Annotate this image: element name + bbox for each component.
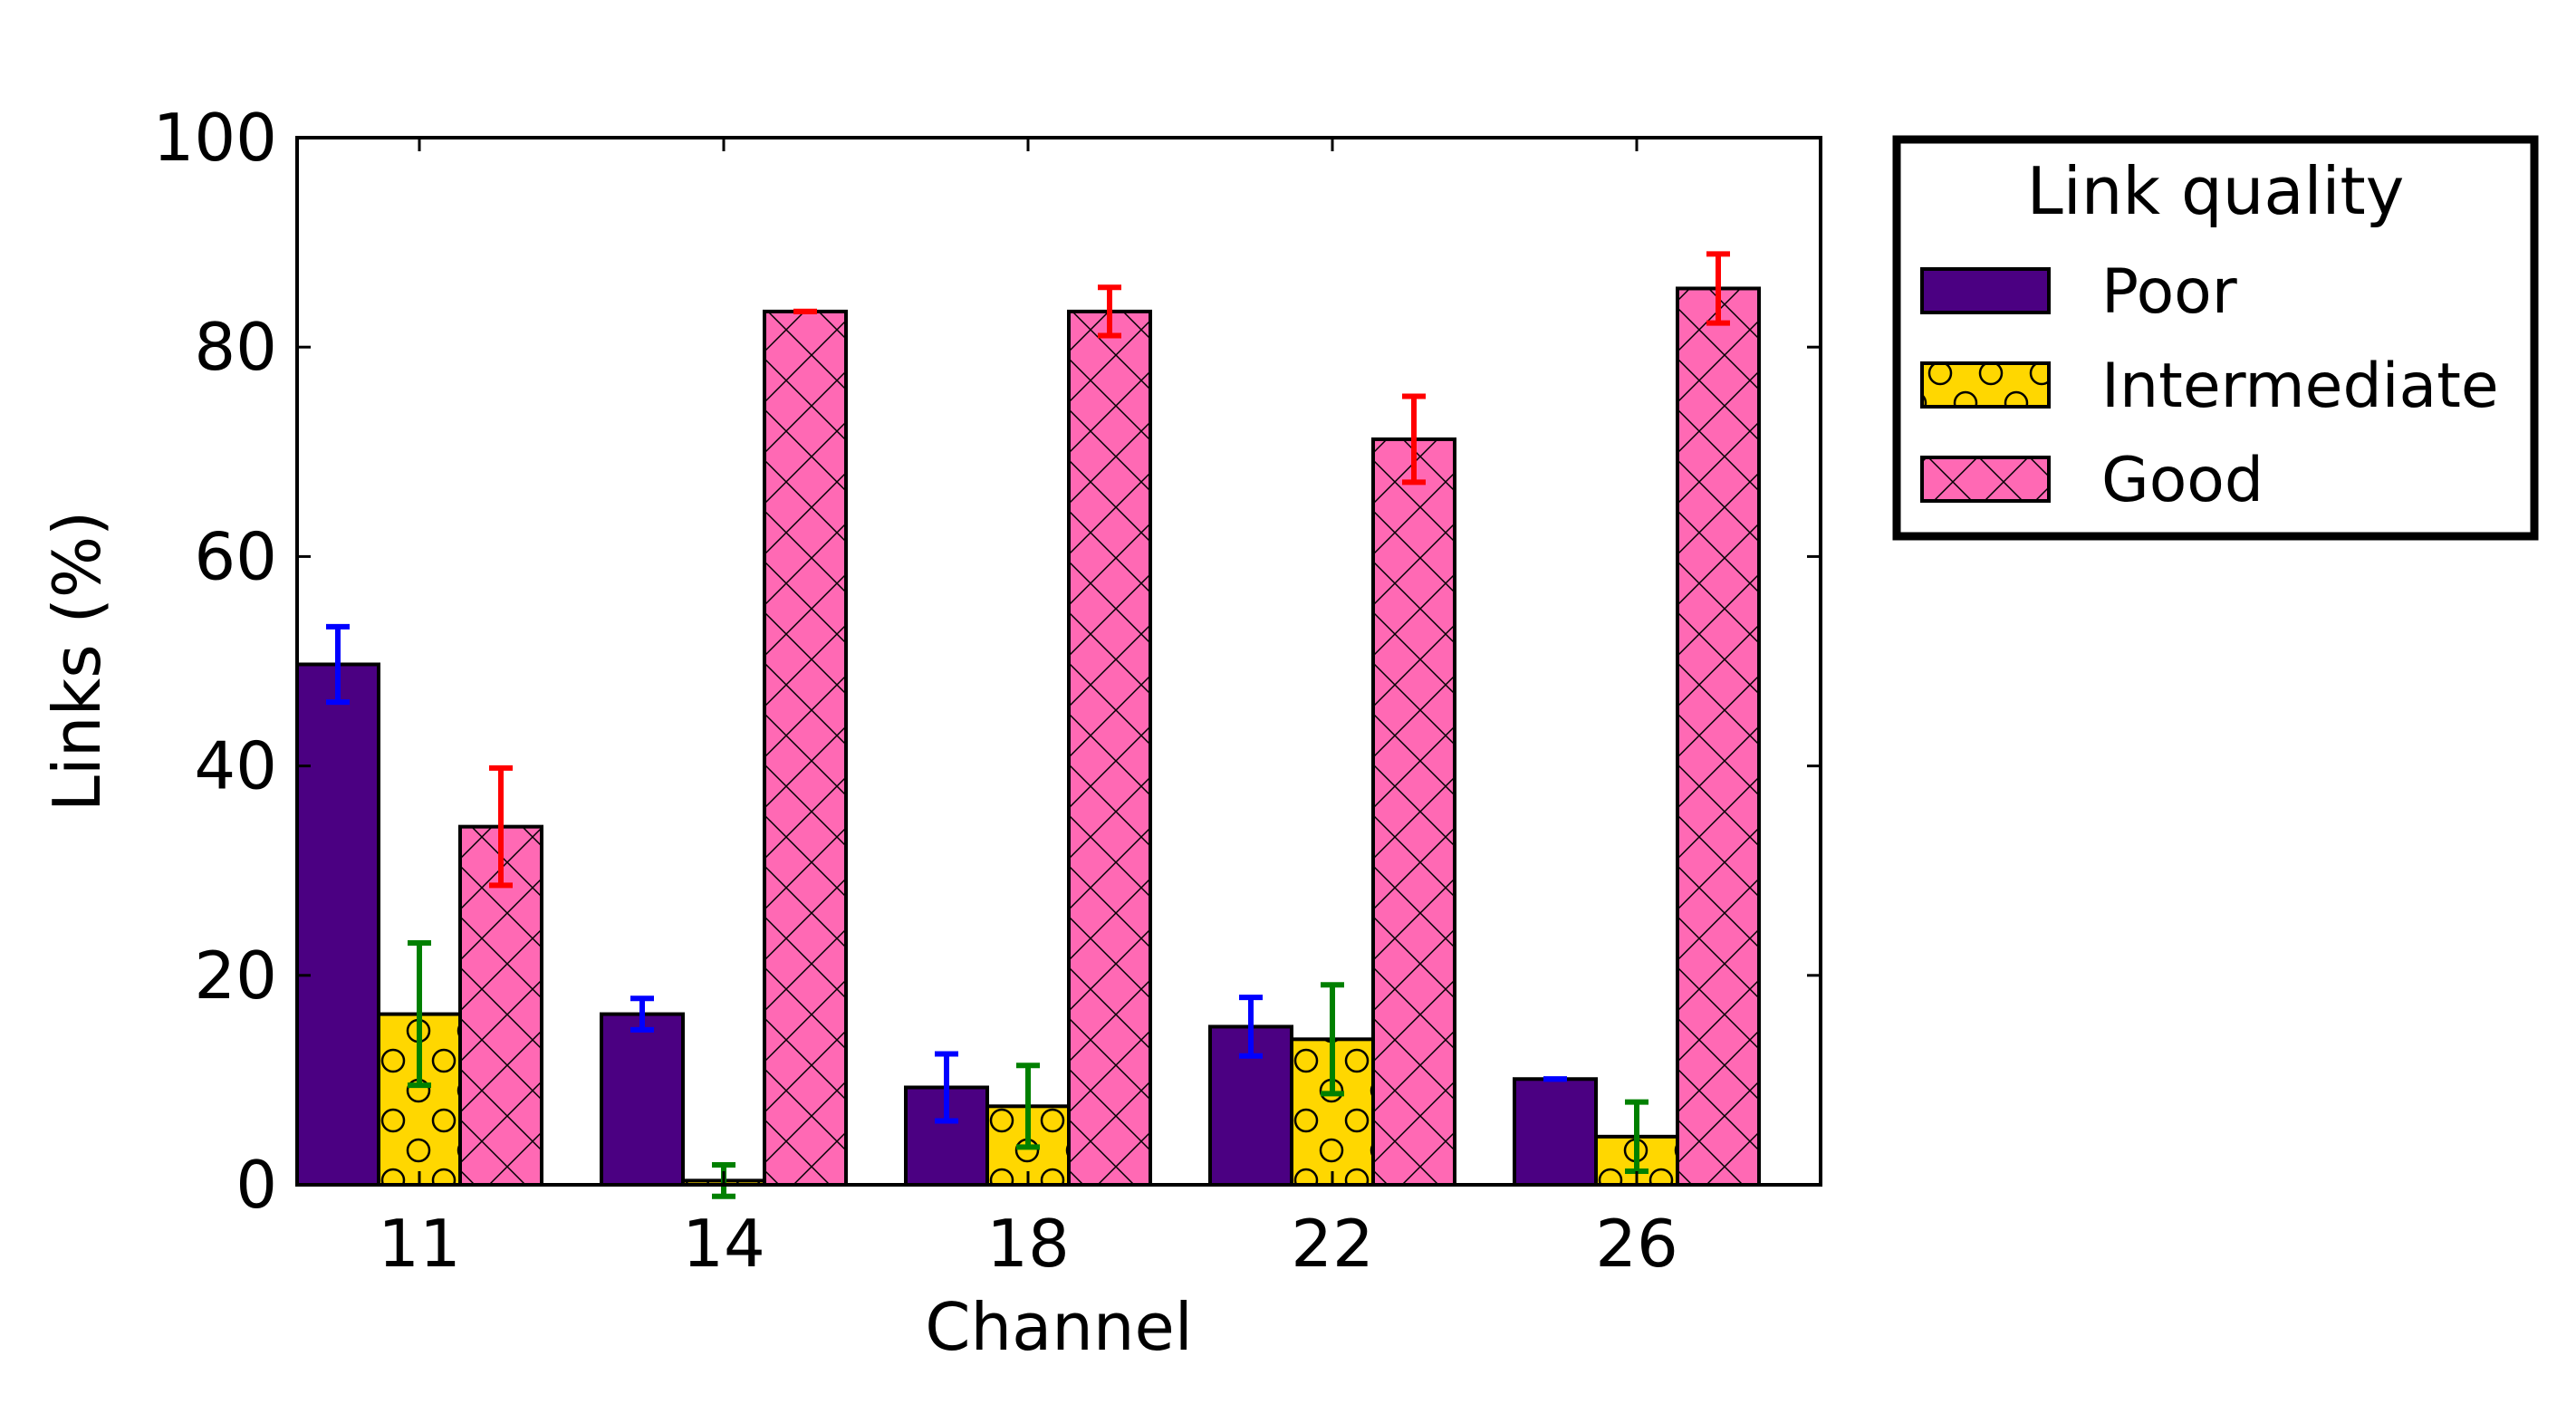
legend-swatch-hatch-intermediate bbox=[1922, 363, 2049, 407]
errorbar-intermediate-18 bbox=[1016, 1063, 1040, 1150]
errorbar-intermediate-11 bbox=[408, 939, 431, 1089]
y-tick-label: 60 bbox=[194, 518, 277, 594]
errorbar-good-22 bbox=[1402, 393, 1426, 486]
y-tick-label: 100 bbox=[153, 100, 277, 176]
x-axis: 11 14 18 22 26 bbox=[378, 138, 1678, 1282]
legend-label-good: Good bbox=[2101, 445, 2264, 516]
errorbar-intermediate-22 bbox=[1321, 982, 1344, 1097]
errorbar-poor-22 bbox=[1239, 995, 1263, 1059]
x-tick-label-11: 11 bbox=[378, 1206, 461, 1282]
legend-label-poor: Poor bbox=[2101, 256, 2237, 328]
legend-label-intermediate: Intermediate bbox=[2101, 351, 2499, 422]
x-tick-label-22: 22 bbox=[1291, 1206, 1374, 1282]
x-tick-label-14: 14 bbox=[682, 1206, 765, 1282]
legend-item-good: Good bbox=[1920, 445, 2264, 516]
legend: Link quality Poor Intermediate Good bbox=[1892, 135, 2539, 541]
error-bars-layer bbox=[326, 251, 1730, 1199]
x-tick-label-26: 26 bbox=[1595, 1206, 1678, 1282]
errorbar-poor-14 bbox=[630, 995, 654, 1033]
legend-item-poor: Poor bbox=[1920, 256, 2237, 328]
legend-title: Link quality bbox=[2027, 153, 2405, 229]
bars-layer bbox=[295, 286, 1761, 1188]
errorbar-poor-18 bbox=[935, 1051, 958, 1124]
y-axis-label: Links (%) bbox=[39, 511, 115, 812]
y-tick-label: 80 bbox=[194, 309, 277, 385]
errorbar-good-11 bbox=[489, 765, 513, 889]
bar-hatch-good-22 bbox=[1373, 438, 1455, 1186]
y-axis: 0 20 40 60 80 100 bbox=[153, 100, 1821, 1223]
errorbar-intermediate-26 bbox=[1625, 1099, 1648, 1174]
bar-poor-26 bbox=[1514, 1079, 1596, 1185]
y-tick-label: 20 bbox=[194, 938, 277, 1014]
legend-swatch-outline-good bbox=[1920, 456, 2051, 503]
plot-area-frame bbox=[295, 136, 1822, 1187]
errorbar-good-18 bbox=[1098, 284, 1121, 339]
x-tick-label-18: 18 bbox=[986, 1206, 1070, 1282]
legend-swatch-outline-poor bbox=[1920, 267, 2051, 314]
errorbar-poor-11 bbox=[326, 623, 350, 706]
bar-poor-14 bbox=[601, 1014, 683, 1185]
bar-hatch-good-18 bbox=[1069, 311, 1150, 1185]
bar-hatch-good-26 bbox=[1677, 288, 1759, 1185]
y-tick-label: 40 bbox=[194, 728, 277, 804]
bar-hatch-good-14 bbox=[764, 311, 846, 1185]
legend-item-intermediate: Intermediate bbox=[1920, 351, 2499, 422]
x-axis-label: Channel bbox=[925, 1289, 1193, 1365]
legend-swatch-outline-intermediate bbox=[1920, 361, 2051, 409]
legend-swatch-poor bbox=[1922, 269, 2049, 313]
errorbar-good-26 bbox=[1706, 251, 1730, 326]
bar-poor-11 bbox=[297, 664, 379, 1185]
y-tick-label: 0 bbox=[235, 1147, 277, 1223]
legend-swatch-hatch-good bbox=[1922, 457, 2049, 501]
